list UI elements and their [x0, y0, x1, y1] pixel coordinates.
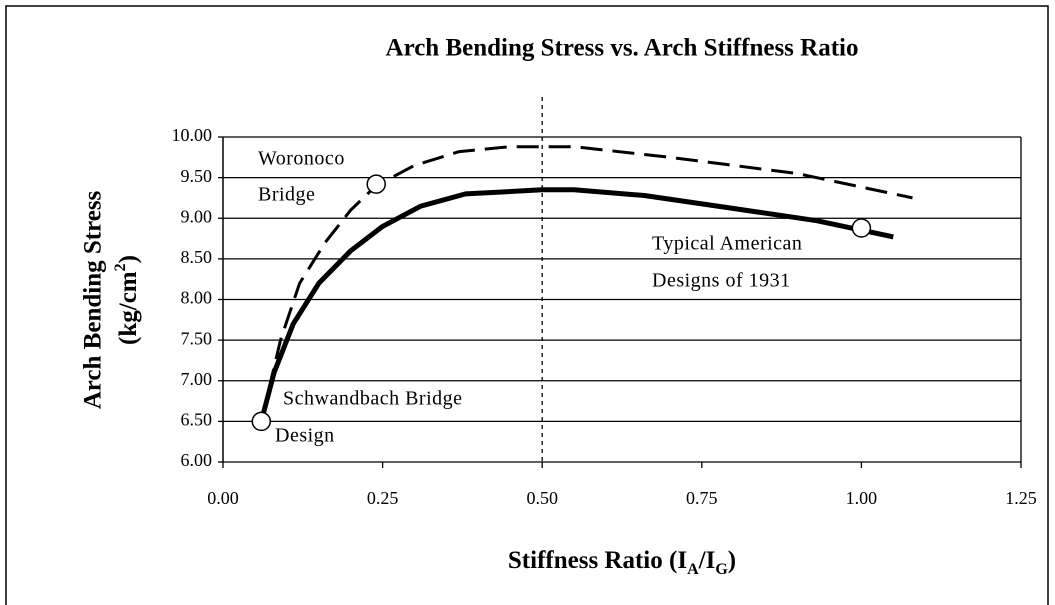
y-axis-label: Arch Bending Stress [80, 190, 107, 409]
x-tick-label: 1.00 [846, 488, 878, 508]
point-marker [851, 218, 872, 238]
y-tick-label: 9.00 [181, 206, 213, 226]
x-tick-label: 0.50 [526, 488, 558, 508]
series-line [258, 187, 894, 423]
x-axis-label-part: ) [728, 547, 736, 574]
x-axis-label-part: A [687, 561, 699, 578]
y-tick-label: 10.00 [172, 125, 213, 145]
x-tick-label: 0.00 [207, 488, 239, 508]
y-tick-label: 9.50 [181, 166, 213, 186]
chart-title: Arch Bending Stress vs. Arch Stiffness R… [386, 35, 859, 62]
x-axis-label-part: /I [698, 547, 716, 574]
series-line [259, 145, 913, 422]
y-tick-label: 8.00 [181, 288, 213, 308]
y-tick-label: 6.00 [181, 450, 213, 470]
x-tick-label: 0.25 [367, 488, 399, 508]
y-tick-label: 6.50 [181, 410, 213, 430]
x-tick-label: 0.75 [686, 488, 718, 508]
y-tick-label: 8.50 [181, 247, 213, 267]
y-axis-label-part: ) [115, 255, 142, 263]
x-axis-label-part: G [715, 561, 728, 578]
y-axis-label-part: (kg/cm [115, 271, 142, 345]
annotation: Schwandbach Bridge [283, 388, 463, 410]
x-tick-label: 1.25 [1005, 488, 1037, 508]
y-tick-label: 7.50 [181, 328, 213, 348]
annotation: Design [275, 425, 335, 447]
y-tick-label: 7.00 [181, 369, 213, 389]
x-axis-label: Stiffness Ratio (IA/IG) [508, 547, 736, 578]
chart-border [5, 5, 1049, 605]
annotation: Woronoco [258, 148, 345, 170]
x-axis-label-part: Stiffness Ratio (I [508, 547, 687, 574]
point-marker [366, 174, 386, 194]
annotation: Typical American [652, 233, 802, 255]
y-axis-label-part: 2 [112, 263, 129, 271]
annotation: Designs of 1931 [652, 270, 791, 292]
y-axis-label: (kg/cm2) [112, 255, 142, 345]
point-marker [251, 411, 272, 432]
annotation: Bridge [258, 184, 315, 206]
